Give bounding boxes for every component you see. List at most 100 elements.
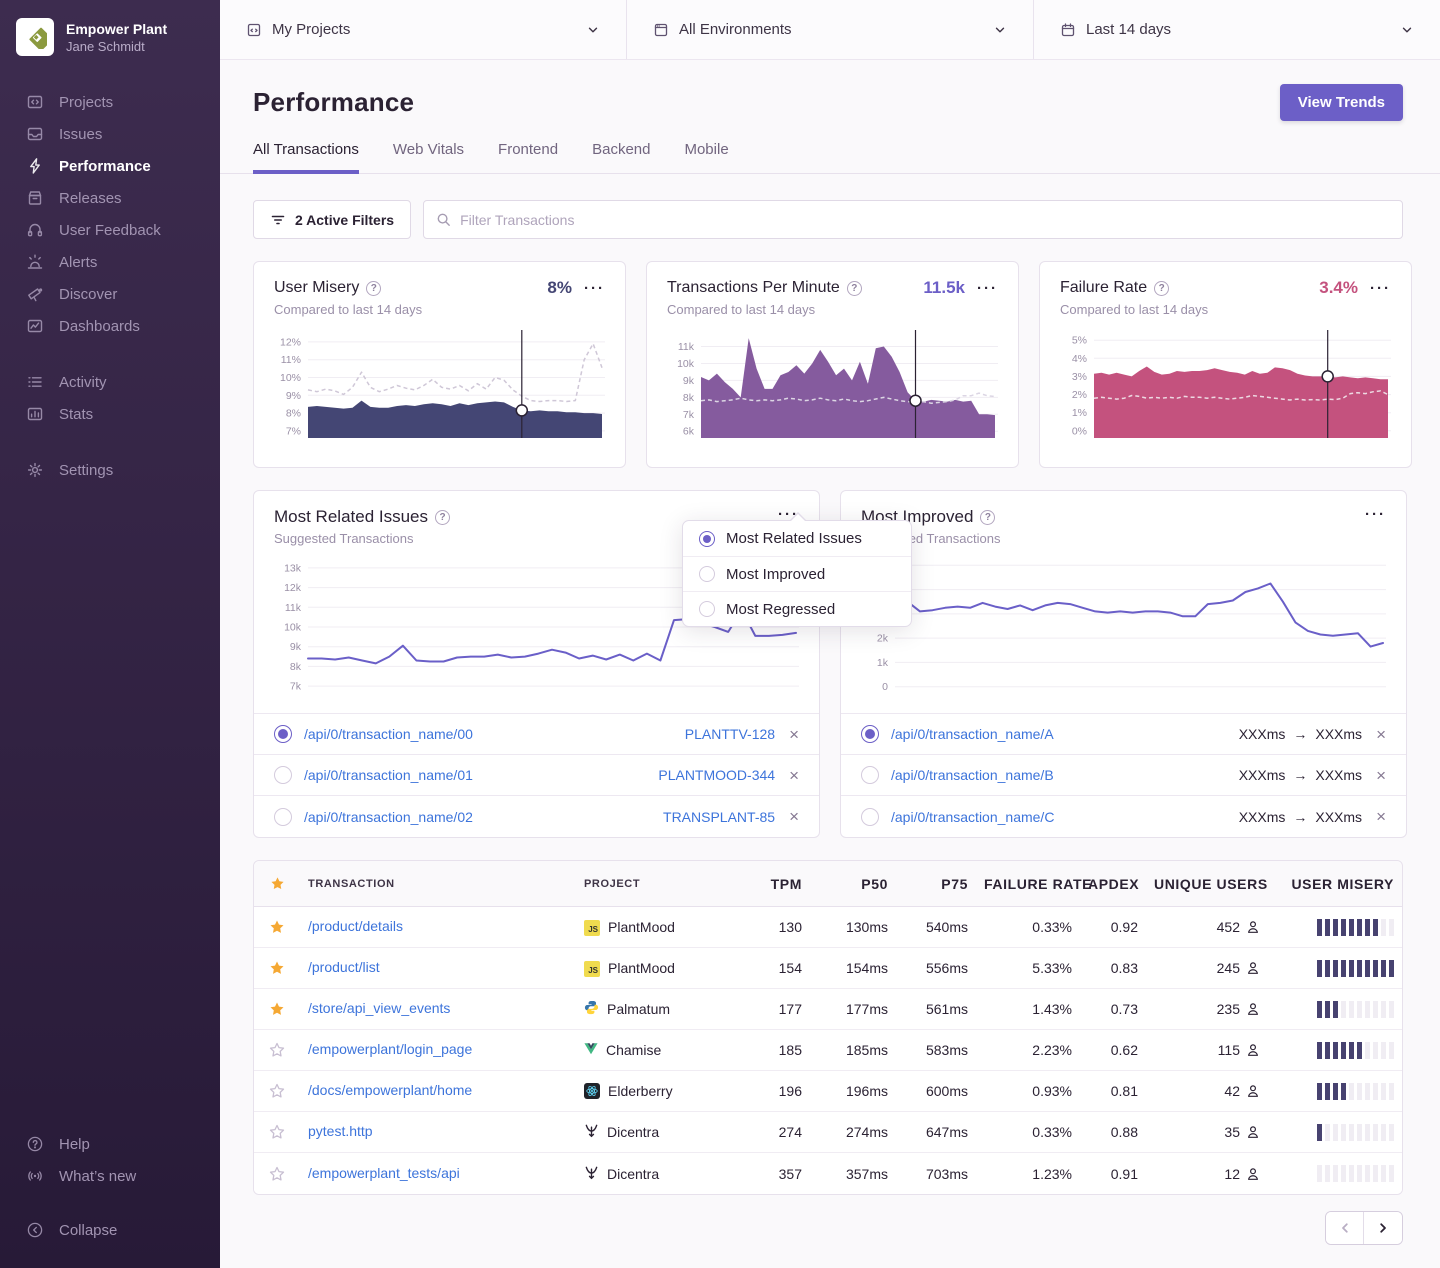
star-icon[interactable] [254,1124,300,1140]
menu-item-most-related-issues[interactable]: Most Related Issues [683,521,911,556]
star-icon[interactable] [254,1042,300,1058]
transaction-link[interactable]: /store/api_view_events [308,1000,450,1016]
environment-selector[interactable]: All Environments [627,0,1034,59]
transaction-link[interactable]: /api/0/transaction_name/A [891,726,1054,742]
radio-button[interactable] [861,766,879,784]
close-icon[interactable]: × [1376,726,1386,743]
radio-button[interactable] [274,808,292,826]
sidebar-item-user-feedback[interactable]: User Feedback [0,214,220,246]
options-icon[interactable]: ··· [584,281,605,296]
sidebar-item-releases[interactable]: Releases [0,182,220,214]
tab-all-transactions[interactable]: All Transactions [253,141,359,174]
org-switcher[interactable]: Empower Plant Jane Schmidt [0,0,220,86]
sidebar-item-dashboards[interactable]: Dashboards [0,310,220,342]
close-icon[interactable]: × [1376,767,1386,784]
transaction-link[interactable]: /product/details [308,918,403,934]
project-selector[interactable]: My Projects [220,0,627,59]
transaction-link[interactable]: /api/0/transaction_name/00 [304,726,473,742]
radio-button[interactable] [274,725,292,743]
column-header[interactable]: PROJECT [576,878,746,890]
radio-button[interactable] [699,566,715,582]
column-header[interactable]: P75 [896,876,976,892]
pagination [1325,1211,1403,1245]
tab-backend[interactable]: Backend [592,141,650,174]
transaction-link[interactable]: /empowerplant/login_page [308,1041,472,1057]
svg-text:13k: 13k [284,562,302,574]
issue-link[interactable]: PLANTTV-128 [685,726,775,742]
tab-web-vitals[interactable]: Web Vitals [393,141,464,174]
close-icon[interactable]: × [789,726,799,743]
svg-text:8k: 8k [290,661,302,673]
star-icon[interactable] [254,919,300,935]
menu-item-most-improved[interactable]: Most Improved [683,556,911,591]
close-icon[interactable]: × [789,767,799,784]
previous-page-button[interactable] [1326,1212,1364,1244]
date-range-selector[interactable]: Last 14 days [1034,0,1440,59]
view-trends-button[interactable]: View Trends [1280,84,1403,121]
star-column-header[interactable] [254,876,300,891]
column-header[interactable]: FAILURE RATE [976,876,1080,892]
options-icon[interactable]: ··· [977,281,998,296]
close-icon[interactable]: × [1376,808,1386,825]
search-input[interactable] [460,212,1390,228]
question-icon[interactable]: ? [980,510,995,525]
transaction-link[interactable]: /docs/empowerplant/home [308,1082,472,1098]
sidebar-item-performance[interactable]: Performance [0,150,220,182]
transaction-search[interactable] [423,200,1403,239]
sidebar-item-stats[interactable]: Stats [0,398,220,430]
tpm-chart: 11k10k9k8k7k6k [667,325,998,446]
column-header[interactable]: USER MISERY [1268,876,1402,892]
transaction-link[interactable]: /empowerplant_tests/api [308,1165,460,1181]
platform-icon [584,1042,598,1058]
transaction-link[interactable]: /api/0/transaction_name/02 [304,809,473,825]
question-icon[interactable]: ? [1154,281,1169,296]
transaction-link[interactable]: /api/0/transaction_name/01 [304,767,473,783]
performance-icon [26,157,44,175]
question-icon[interactable]: ? [847,281,862,296]
unique-users-value: 452 [1217,919,1240,935]
tab-mobile[interactable]: Mobile [684,141,728,174]
sidebar-item-discover[interactable]: Discover [0,278,220,310]
svg-text:7k: 7k [290,681,302,693]
transaction-link[interactable]: pytest.http [308,1123,373,1139]
sidebar-item-whats-new[interactable]: What’s new [0,1160,220,1192]
star-icon[interactable] [254,1166,300,1182]
star-icon[interactable] [254,1001,300,1017]
table-row: pytest.http Dicentra 274 274ms 647ms 0.3… [254,1112,1402,1153]
radio-button[interactable] [699,601,715,617]
settings-icon [26,461,44,479]
sidebar-item-collapse[interactable]: Collapse [0,1214,220,1246]
sidebar-item-alerts[interactable]: Alerts [0,246,220,278]
options-icon[interactable]: ··· [1370,281,1391,296]
transaction-link[interactable]: /api/0/transaction_name/C [891,809,1054,825]
tpm-card: Transactions Per Minute? 11.5k··· Compar… [646,261,1019,468]
sidebar-item-projects[interactable]: Projects [0,86,220,118]
tab-frontend[interactable]: Frontend [498,141,558,174]
menu-item-most-regressed[interactable]: Most Regressed [683,591,911,626]
sidebar-item-help[interactable]: Help [0,1128,220,1160]
column-header[interactable]: APDEX [1080,876,1146,892]
column-header[interactable]: UNIQUE USERS [1146,876,1268,892]
next-page-button[interactable] [1364,1212,1402,1244]
column-header[interactable]: TRANSACTION [300,878,576,890]
radio-button[interactable] [274,766,292,784]
star-icon[interactable] [254,960,300,976]
active-filters-button[interactable]: 2 Active Filters [253,200,411,239]
close-icon[interactable]: × [789,808,799,825]
transaction-link[interactable]: /product/list [308,959,380,975]
star-icon[interactable] [254,1083,300,1099]
issue-link[interactable]: PLANTMOOD-344 [658,767,775,783]
question-icon[interactable]: ? [366,281,381,296]
radio-button[interactable] [861,808,879,826]
sidebar-item-issues[interactable]: Issues [0,118,220,150]
transaction-link[interactable]: /api/0/transaction_name/B [891,767,1054,783]
column-header[interactable]: P50 [810,876,896,892]
column-header[interactable]: TPM [746,876,810,892]
sidebar-item-activity[interactable]: Activity [0,366,220,398]
options-icon[interactable]: ··· [1365,507,1386,522]
radio-button[interactable] [699,531,715,547]
sidebar-item-settings[interactable]: Settings [0,454,220,486]
question-icon[interactable]: ? [435,510,450,525]
issue-link[interactable]: TRANSPLANT-85 [663,809,775,825]
radio-button[interactable] [861,725,879,743]
